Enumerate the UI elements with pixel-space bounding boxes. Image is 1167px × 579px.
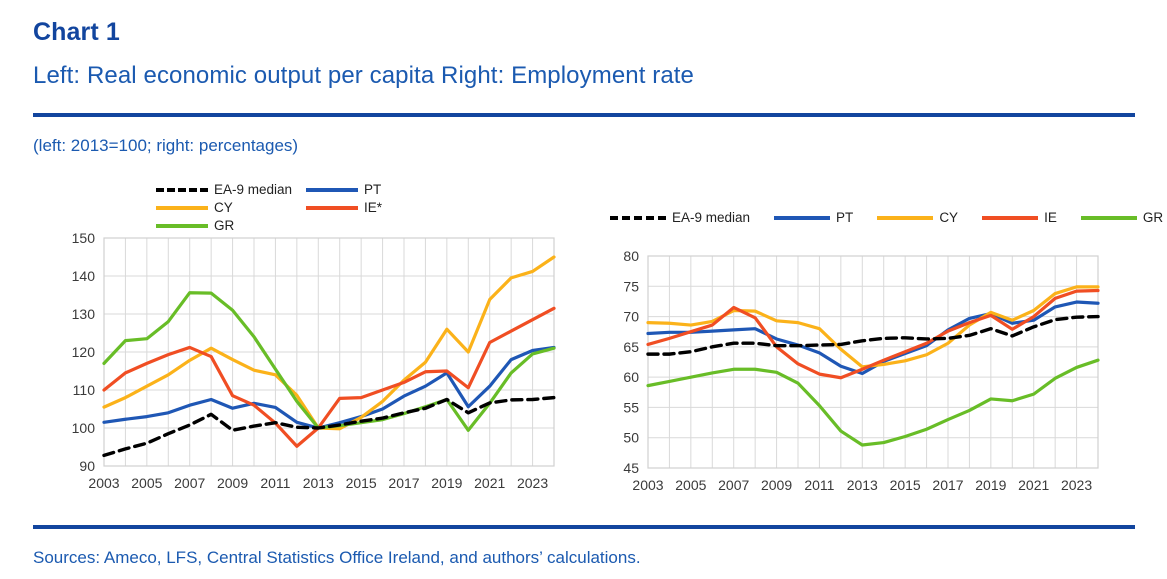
- legend-label: IE*: [364, 200, 383, 215]
- plot-border: [647, 255, 1099, 469]
- x-tick-label: 2005: [675, 477, 706, 493]
- plot-border: [103, 237, 555, 467]
- legend-label: CY: [214, 200, 233, 215]
- legend-label: IE: [1044, 210, 1057, 225]
- legend-item-ea-9-median[interactable]: EA-9 median: [156, 182, 306, 197]
- legend-swatch-icon: [306, 205, 358, 210]
- legend-item-ie[interactable]: IE*: [306, 200, 456, 215]
- legend-label: EA-9 median: [672, 210, 751, 225]
- x-tick-label: 2007: [174, 475, 205, 491]
- legend-item-ie[interactable]: IE: [982, 210, 1057, 225]
- x-tick-label: 2021: [474, 475, 505, 491]
- x-tick-label: 2023: [1061, 477, 1092, 493]
- x-tick-label: 2015: [346, 475, 377, 491]
- legend-item-gr[interactable]: GR: [1080, 210, 1164, 225]
- legend-swatch-icon: [610, 215, 666, 220]
- legend-swatch-icon: [982, 215, 1039, 220]
- left-chart-plot: 90 100 110 120 130 140 150 2003 2005 2007 2009 2011…: [46, 230, 566, 502]
- y-tick-label: 110: [73, 382, 96, 398]
- line-chart-right: 45 50 55 60 65 70 75 80 2003 2005 2007 2009 2011 2013…: [623, 248, 1100, 493]
- legend-label: CY: [939, 210, 959, 225]
- y-tick-label: 100: [72, 420, 96, 436]
- series-line-ea-9-median: [646, 314, 1100, 356]
- sources-note: Sources: Ameco, LFS, Central Statistics …: [33, 548, 641, 567]
- x-tick-label: 2005: [131, 475, 162, 491]
- legend-swatch-icon: [156, 205, 208, 210]
- legend-item-pt[interactable]: PT: [306, 182, 456, 197]
- legend-swatch-icon: [1080, 215, 1137, 220]
- legend-label: GR: [214, 218, 235, 233]
- right-chart-panel: EA-9 median PT CY IE GR 45 50 55 60 65 70 75 80 2003…: [600, 210, 1163, 502]
- y-tick-label: 140: [72, 268, 96, 284]
- x-tick-label: 2011: [260, 475, 290, 491]
- legend-swatch-icon: [156, 223, 208, 228]
- page-title: Left: Real economic output per capita Ri…: [33, 62, 695, 89]
- legend-label: PT: [836, 210, 854, 225]
- x-tick-label: 2017: [388, 475, 419, 491]
- x-tick-label: 2007: [718, 477, 749, 493]
- y-tick-label: 130: [72, 306, 96, 322]
- y-tick-label: 75: [623, 278, 639, 294]
- x-tick-label: 2015: [890, 477, 921, 493]
- y-tick-label: 45: [623, 460, 639, 476]
- line-chart-left: 90 100 110 120 130 140 150 2003 2005 2007 2009 2011…: [72, 230, 556, 491]
- y-tick-label: 60: [623, 369, 639, 385]
- legend-row: CY IE*: [156, 200, 456, 215]
- footer-divider: [33, 525, 1135, 529]
- legend-item-cy[interactable]: CY: [156, 200, 306, 215]
- legend-item-ea-9-median[interactable]: EA-9 median: [610, 210, 750, 225]
- legend-row: EA-9 median PT: [156, 182, 456, 197]
- x-tick-label: 2009: [217, 475, 248, 491]
- x-tick-label: 2003: [88, 475, 119, 491]
- x-tick-label: 2019: [431, 475, 462, 491]
- x-tick-label: 2017: [932, 477, 963, 493]
- right-chart-plot: 45 50 55 60 65 70 75 80 2003 2005 2007 2009 2011 2013…: [600, 248, 1128, 502]
- series-line-gr: [102, 291, 556, 432]
- x-tick-label: 2013: [847, 477, 878, 493]
- x-tick-label: 2013: [303, 475, 334, 491]
- legend-swatch-icon: [774, 215, 831, 220]
- right-chart-legend: EA-9 median PT CY IE GR: [610, 210, 1167, 225]
- y-tick-label: 70: [623, 309, 639, 325]
- y-tick-label: 120: [72, 344, 96, 360]
- y-tick-label: 80: [623, 248, 639, 264]
- x-tick-label: 2019: [975, 477, 1006, 493]
- y-tick-label: 55: [623, 399, 639, 415]
- series-line-gr: [646, 358, 1100, 447]
- y-tick-label: 90: [79, 458, 95, 474]
- series-line-pt: [102, 345, 556, 430]
- series-line-ie: [646, 288, 1100, 380]
- legend-item-pt[interactable]: PT: [774, 210, 853, 225]
- legend-row: GR: [156, 218, 456, 233]
- legend-item-cy[interactable]: CY: [877, 210, 958, 225]
- legend-label: GR: [1142, 210, 1164, 225]
- header-divider: [33, 113, 1135, 117]
- units-note: (left: 2013=100; right: percentages): [33, 136, 299, 155]
- x-tick-label: 2009: [761, 477, 792, 493]
- left-chart-panel: EA-9 median PT CY IE* GR 90 100 110 120 130 140 15…: [46, 182, 566, 502]
- x-tick-label: 2021: [1018, 477, 1049, 493]
- legend-swatch-icon: [306, 187, 358, 192]
- x-tick-label: 2011: [804, 477, 834, 493]
- series-line-ea-9-median: [102, 395, 556, 458]
- y-tick-label: 150: [72, 230, 96, 246]
- legend-label: EA-9 median: [214, 182, 293, 197]
- x-tick-label: 2003: [632, 477, 663, 493]
- chart-number-label: Chart 1: [33, 18, 120, 46]
- legend-item-gr[interactable]: GR: [156, 218, 306, 233]
- x-tick-label: 2023: [517, 475, 548, 491]
- series-line-ie: [102, 306, 556, 448]
- legend-row: EA-9 median PT CY IE GR: [610, 210, 1167, 225]
- y-tick-label: 65: [623, 339, 639, 355]
- legend-swatch-icon: [877, 215, 934, 220]
- legend-label: PT: [364, 182, 382, 197]
- left-chart-legend: EA-9 median PT CY IE* GR: [156, 182, 456, 236]
- y-tick-label: 50: [623, 430, 639, 446]
- legend-swatch-icon: [156, 187, 208, 192]
